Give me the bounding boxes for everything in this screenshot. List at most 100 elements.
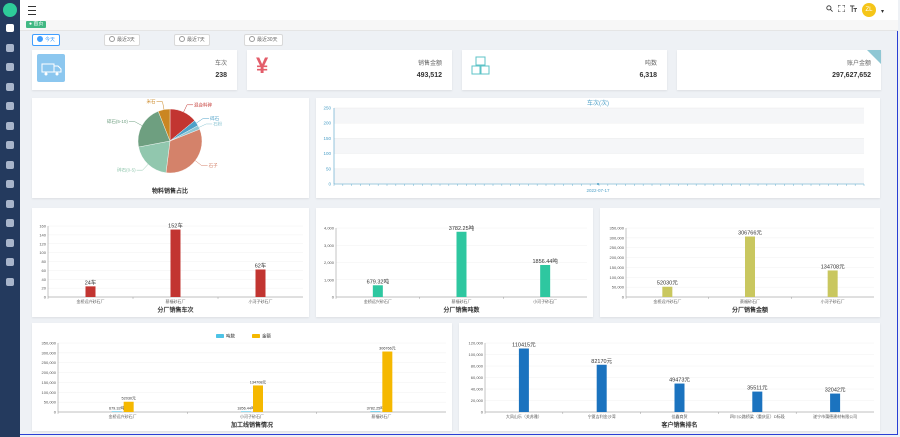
chart-title: 车次(次) bbox=[587, 99, 609, 107]
tab-home-label: 首页 bbox=[33, 21, 44, 27]
cart-icon[interactable] bbox=[6, 180, 14, 188]
pie-slice-label: 碎石(5-10) bbox=[107, 118, 129, 125]
y-tick-label: 50 bbox=[326, 166, 332, 171]
search-icon[interactable] bbox=[826, 5, 833, 12]
tab-home[interactable]: ● 首页 bbox=[26, 21, 47, 28]
app-logo bbox=[3, 3, 17, 17]
bar-data-label: 62车 bbox=[255, 261, 267, 269]
x-tick-label: 蔡福砂石厂 bbox=[166, 298, 186, 304]
bar-data-label: 49473元 bbox=[669, 377, 690, 384]
document-icon[interactable] bbox=[6, 141, 14, 149]
truck-icon[interactable] bbox=[6, 160, 14, 169]
y-tick-label: 2,000 bbox=[324, 260, 335, 265]
grid-band bbox=[334, 138, 864, 154]
lock-icon[interactable] bbox=[6, 121, 14, 130]
y-tick-label: 20 bbox=[42, 286, 47, 291]
radio-icon bbox=[179, 36, 185, 42]
sliders-icon[interactable] bbox=[6, 63, 14, 71]
screen-icon[interactable] bbox=[6, 258, 14, 266]
pie-slice bbox=[138, 140, 171, 173]
cloud-icon[interactable] bbox=[6, 277, 14, 286]
y-tick-label: 150,000 bbox=[610, 265, 625, 270]
pie-slice bbox=[137, 110, 171, 148]
x-tick-label: 大凤山乐（关苏雅） bbox=[506, 413, 542, 419]
bar bbox=[370, 411, 381, 412]
y-tick-label: 80,000 bbox=[471, 364, 484, 369]
users-icon[interactable] bbox=[6, 82, 14, 91]
pie-slice-label: 混合料碎 bbox=[194, 101, 212, 108]
home-icon[interactable] bbox=[6, 43, 14, 52]
branch-tonnage-bar-chart: 0 1,000 2,000 3,000 4,000 金桥远兴砂石厂 679.32吨蔡福砂石厂… bbox=[324, 224, 587, 314]
y-tick-label: 100,000 bbox=[610, 275, 625, 280]
bar-chart-card-customers: 0 20,000 40,000 60,000 80,000 100,000 120,000 大… bbox=[459, 323, 880, 431]
font-size-icon[interactable] bbox=[850, 5, 857, 12]
stat-label: 吨数 bbox=[644, 61, 657, 67]
bar-chart-card-lines: 0 50,000 100,000 150,000 200,000 250,000 300,0… bbox=[32, 323, 452, 431]
x-tick-label: 小河子砂石厂 bbox=[249, 298, 273, 304]
dashboard-icon[interactable] bbox=[6, 24, 14, 32]
stat-card-trips: 车次 238 bbox=[32, 50, 237, 90]
bar bbox=[674, 383, 685, 412]
bar bbox=[456, 231, 467, 297]
bar bbox=[596, 364, 607, 412]
bar-data-label: 3782.25吨 bbox=[367, 405, 385, 410]
tags-bar: ● 首页 bbox=[20, 20, 898, 31]
stat-value: 493,512 bbox=[416, 72, 442, 79]
stat-value: 297,627,652 bbox=[832, 72, 871, 79]
pie-label-line bbox=[198, 123, 213, 128]
fullscreen-icon[interactable] bbox=[838, 5, 845, 12]
grid-band bbox=[334, 168, 864, 184]
stat-label: 销售金额 bbox=[417, 61, 442, 67]
filter-30-days[interactable]: 最近30天 bbox=[244, 34, 283, 46]
y-tick-label: 100 bbox=[39, 250, 46, 255]
globe-icon[interactable] bbox=[6, 102, 14, 110]
boxes-icon bbox=[471, 56, 490, 75]
filter-3-days[interactable]: 最近3天 bbox=[104, 34, 140, 46]
line-chart-card: 0 50 100 150 200 250 2022-07-17 车次(次) bbox=[316, 98, 880, 198]
filter-7-days[interactable]: 最近7天 bbox=[174, 34, 210, 46]
bar-data-label: 52030元 bbox=[657, 280, 678, 287]
bar-data-label: 52030元 bbox=[121, 397, 136, 401]
stat-label: 账户金额 bbox=[846, 61, 871, 67]
y-tick-label: 80 bbox=[42, 259, 47, 264]
layers-icon[interactable] bbox=[6, 238, 14, 247]
calendar-icon[interactable] bbox=[6, 219, 14, 227]
hamburger-menu-icon[interactable] bbox=[28, 6, 36, 15]
y-tick-label: 0 bbox=[481, 410, 484, 415]
grid-band bbox=[334, 108, 864, 124]
bar bbox=[830, 393, 841, 412]
bar-data-label: 1856.44吨 bbox=[532, 257, 558, 265]
bar bbox=[540, 264, 551, 297]
chart-title: 分厂销售车次 bbox=[157, 306, 193, 314]
bar-data-label: 3782.25吨 bbox=[449, 224, 475, 232]
y-tick-label: 150,000 bbox=[42, 380, 57, 385]
report-icon[interactable] bbox=[6, 199, 14, 208]
bar bbox=[745, 236, 755, 297]
pie-label-line bbox=[136, 164, 149, 171]
x-tick-label: 金桥远兴砂石厂 bbox=[77, 298, 105, 304]
avatar[interactable]: ZL bbox=[862, 3, 876, 17]
corner-ribbon bbox=[867, 50, 881, 64]
x-tick-label: 佳鑫商贸 bbox=[672, 413, 688, 419]
pie-label-line bbox=[196, 118, 210, 124]
y-tick-label: 50,000 bbox=[612, 285, 625, 290]
chevron-down-icon[interactable]: ▾ bbox=[881, 9, 885, 15]
bar-data-label: 306766元 bbox=[738, 230, 762, 237]
bar bbox=[241, 411, 251, 412]
x-tick-label: 金桥远兴砂石厂 bbox=[364, 298, 392, 304]
stat-card-tonnage: 吨数 6,318 bbox=[462, 50, 667, 90]
x-tick-label: 蔡福砂石厂 bbox=[452, 298, 472, 304]
filter-today-label: 今天 bbox=[45, 37, 56, 43]
filter-today[interactable]: 今天 bbox=[32, 34, 61, 46]
customer-ranking-bar-chart: 0 20,000 40,000 60,000 80,000 100,000 120,000 大… bbox=[469, 341, 874, 429]
chart-title: 分厂销售吨数 bbox=[443, 306, 480, 314]
x-tick-label: 金桥远兴砂石厂 bbox=[109, 413, 137, 419]
chart-title: 物料销售占比 bbox=[152, 187, 188, 195]
x-tick-label: 蔡福砂石厂 bbox=[371, 413, 391, 419]
bar bbox=[382, 351, 393, 412]
pie-slice-label: 碎石(0-5) bbox=[117, 167, 136, 174]
chart-title: 分厂销售金额 bbox=[732, 306, 768, 314]
y-tick-label: 3,000 bbox=[324, 243, 335, 248]
